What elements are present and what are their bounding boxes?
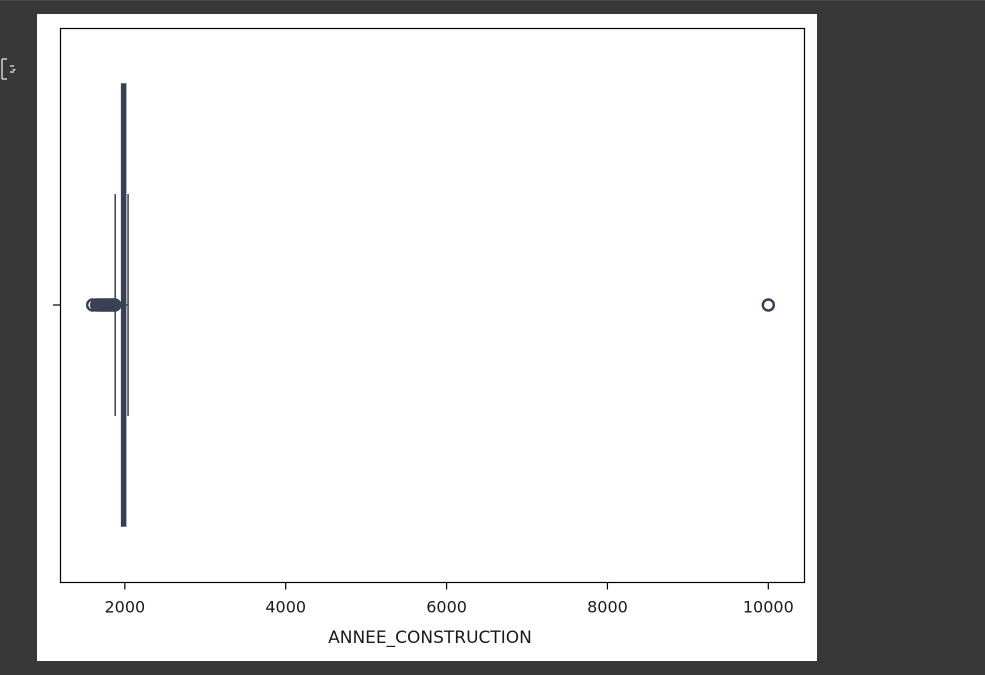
box-group bbox=[114, 83, 129, 527]
x-tick-label: 2000 bbox=[104, 598, 145, 617]
x-tick-label: 10000 bbox=[743, 598, 794, 617]
outliers-group bbox=[85, 298, 776, 312]
boxplot-chart: 2000 4000 6000 8000 10000 ANNEE_CONSTRUCTION bbox=[53, 27, 806, 648]
boxplot-figure: 2000 4000 6000 8000 10000 ANNEE_CONSTRUCTION bbox=[37, 14, 817, 661]
output-toggle-icon[interactable] bbox=[0, 56, 18, 82]
x-tick-label: 6000 bbox=[426, 598, 467, 617]
outlier-point bbox=[108, 298, 122, 312]
x-axis-label: ANNEE_CONSTRUCTION bbox=[328, 628, 532, 648]
axes-frame bbox=[59, 27, 806, 584]
x-axis-ticks: 2000 4000 6000 8000 10000 bbox=[104, 582, 794, 617]
x-tick-label: 8000 bbox=[587, 598, 628, 617]
x-tick-label: 4000 bbox=[265, 598, 306, 617]
outlier-point bbox=[761, 298, 776, 312]
cell-divider bbox=[0, 0, 985, 1]
